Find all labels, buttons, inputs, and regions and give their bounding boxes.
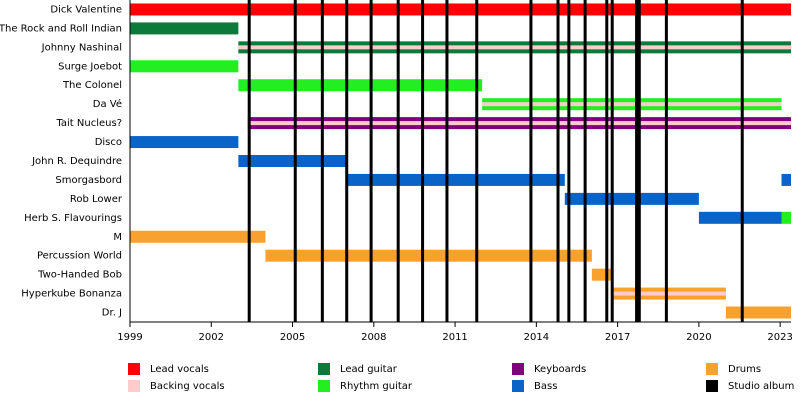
legend-swatch — [318, 380, 330, 392]
legend-swatch — [512, 363, 524, 375]
y-tick-label: Surge Joebot — [58, 61, 122, 72]
legend-label: Lead guitar — [340, 364, 398, 375]
x-tick-label: 2023 — [767, 332, 792, 343]
legend-swatch — [512, 380, 524, 392]
legend-swatch — [706, 380, 718, 392]
bar-stripe — [238, 45, 791, 50]
x-tick-label: 1999 — [117, 332, 142, 343]
bar — [781, 211, 791, 224]
y-tick-label: Smorgasbord — [55, 175, 122, 186]
bar — [781, 173, 791, 186]
x-tick-label: 2017 — [605, 332, 630, 343]
legend-label: Rhythm guitar — [340, 381, 413, 392]
x-tick-label: 2008 — [361, 332, 386, 343]
legend-swatch — [128, 363, 140, 375]
bar-stripe — [482, 102, 782, 107]
y-tick-label: The Rock and Roll Indian — [0, 23, 122, 34]
legend-label: Drums — [728, 364, 761, 375]
y-tick-label: Hyperkube Bonanza — [21, 289, 122, 300]
y-tick-label: Johnny Nashinal — [41, 42, 122, 53]
bar — [130, 136, 239, 149]
y-tick-label: The Colonel — [62, 80, 122, 91]
bar — [130, 60, 239, 73]
x-tick-label: 2011 — [442, 332, 467, 343]
bar — [725, 306, 791, 319]
bar — [130, 230, 266, 243]
bar — [346, 173, 565, 186]
bar — [591, 268, 613, 281]
y-tick-label: Dick Valentine — [50, 4, 122, 15]
legend-label: Bass — [534, 381, 557, 392]
bar-stripe — [612, 291, 726, 296]
legend-swatch — [706, 363, 718, 375]
legend-swatch — [318, 363, 330, 375]
bar — [130, 22, 239, 35]
y-tick-label: Two-Handed Bob — [37, 270, 122, 281]
y-tick-label: Tait Nucleus? — [55, 118, 122, 129]
legend-label: Lead vocals — [150, 364, 209, 375]
bar — [130, 3, 791, 16]
x-tick-label: 2020 — [686, 332, 711, 343]
y-tick-label: John R. Dequindre — [31, 156, 122, 167]
legend-swatch — [128, 380, 140, 392]
bar — [698, 211, 782, 224]
legend-label: Keyboards — [534, 364, 586, 375]
y-tick-label: Dr. J — [102, 308, 122, 319]
y-tick-label: Disco — [95, 137, 122, 148]
y-tick-label: Rob Lower — [70, 194, 123, 205]
y-tick-label: Percussion World — [37, 251, 122, 262]
y-tick-label: M — [113, 232, 122, 243]
legend-label: Studio album — [728, 381, 794, 392]
bar-stripe — [247, 121, 791, 126]
x-tick-label: 2002 — [199, 332, 224, 343]
legend-label: Backing vocals — [150, 381, 225, 392]
x-tick-label: 2005 — [280, 332, 305, 343]
bar — [238, 155, 347, 167]
y-tick-label: Da Vé — [93, 98, 122, 110]
bar — [265, 249, 592, 262]
y-tick-label: Herb S. Flavourings — [24, 213, 122, 224]
x-tick-label: 2014 — [524, 332, 549, 343]
